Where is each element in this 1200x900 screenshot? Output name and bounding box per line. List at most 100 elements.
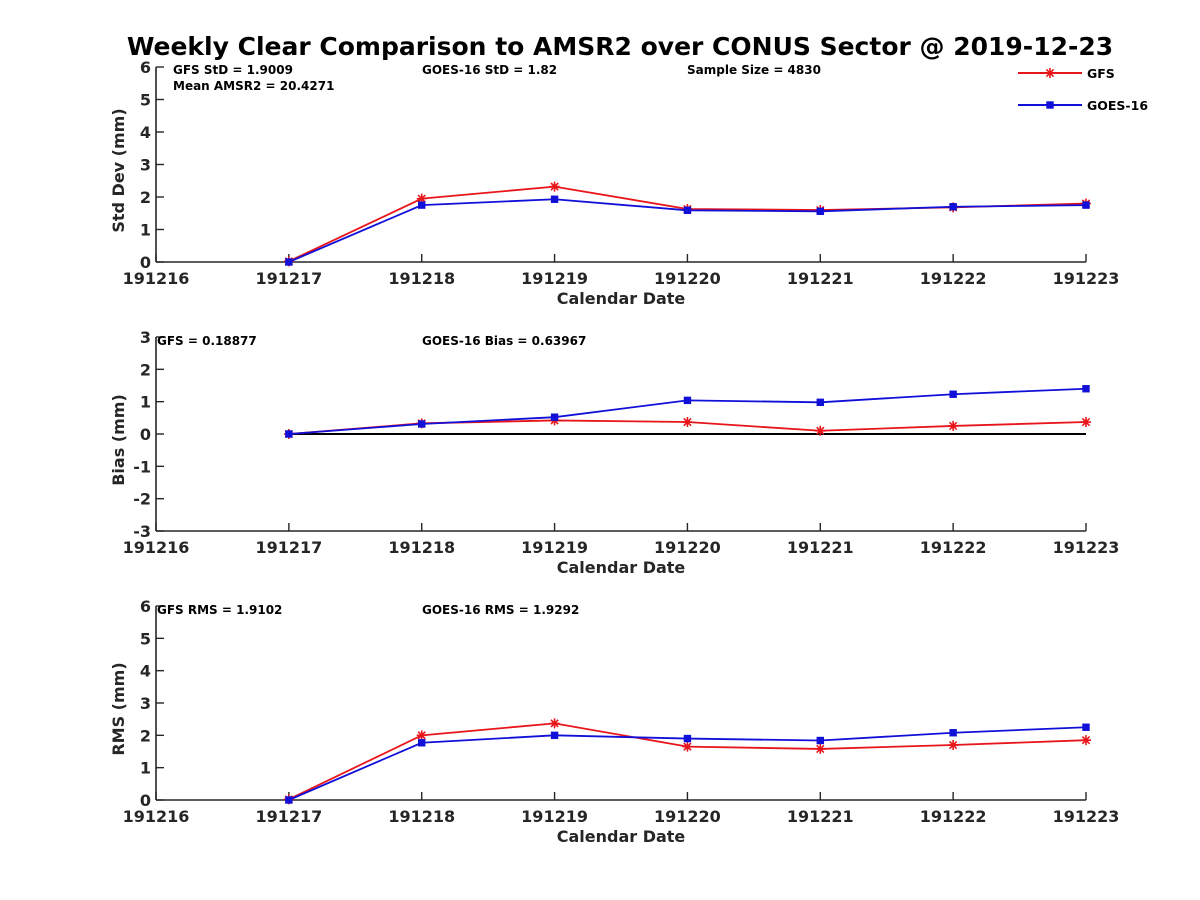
data-point-gfs [416,193,427,204]
point-marker-goes16 [683,206,692,215]
x-tick-label: 191216 [123,807,190,826]
legend-item-gfs: GFS [1018,66,1115,81]
x-axis-label: Calendar Date [557,558,686,577]
point-marker-goes16 [418,420,426,428]
series-line-goes16 [288,387,1087,435]
x-tick-label: 191222 [920,807,987,826]
y-tick-label: 1 [140,759,151,778]
point-marker-goes16 [816,736,824,745]
y-tick-label: 6 [140,597,151,616]
point-marker-goes16 [949,390,957,398]
y-tick-label: 3 [140,328,151,347]
series-line-gfs [288,722,1087,801]
point-marker-goes16 [285,430,293,438]
y-tick-label: 2 [140,188,151,207]
point-marker-goes16 [1082,201,1090,209]
y-tick-label: -2 [133,490,151,509]
legend: GFS GOES-16 [1018,66,1148,113]
data-point-goes16 [683,734,692,743]
y-tick-label: 6 [140,58,151,77]
x-tick-label: 191217 [255,807,322,826]
data-point-goes16 [949,203,957,211]
legend-item-goes16: GOES-16 [1018,98,1148,113]
data-point-goes16 [816,736,824,745]
data-point-goes16 [1082,723,1090,731]
point-marker-goes16 [285,258,293,266]
stat-annotation: GOES-16 RMS = 1.9292 [422,603,579,617]
x-tick-label: 191219 [521,807,588,826]
y-tick-label: 1 [140,221,151,240]
x-tick-label: 191223 [1053,269,1120,288]
point-marker-goes16 [285,796,293,804]
x-tick-label: 191223 [1053,807,1120,826]
data-point-goes16 [550,413,559,421]
data-point-goes16 [1082,201,1090,209]
y-tick-label: 1 [140,393,151,412]
data-point-goes16 [949,729,957,737]
panel-1: 0 1 2 3 4 5 6 191216 191217 191218 191219 191220 191… [109,58,1119,308]
point-marker-gfs [1081,417,1091,428]
y-tick-label: -3 [133,522,151,541]
x-axis-label: Calendar Date [557,827,686,846]
x-tick-label: 191218 [388,807,455,826]
x-tick-label: 191219 [521,269,588,288]
point-marker-gfs [682,741,693,752]
x-tick-label: 191216 [123,538,190,557]
y-tick-label: 2 [140,726,151,745]
x-tick-label: 191220 [654,269,721,288]
stat-annotation: GFS RMS = 1.9102 [157,603,282,617]
legend-marker-symbol [1045,68,1055,78]
x-tick-label: 191221 [787,538,854,557]
data-point-goes16 [550,195,559,203]
data-point-goes16 [285,796,293,804]
data-point-gfs [948,740,959,751]
x-tick-label: 191219 [521,538,588,557]
data-point-gfs [682,417,693,428]
y-tick-label: 0 [140,791,151,810]
data-point-gfs [1081,735,1091,746]
data-point-gfs [549,181,560,192]
point-marker-goes16 [949,729,957,737]
chart-title: Weekly Clear Comparison to AMSR2 over CO… [127,32,1113,61]
data-point-gfs [815,425,826,436]
point-marker-goes16 [550,731,559,740]
y-axis-label: RMS (mm) [109,662,128,755]
data-point-goes16 [418,420,426,428]
data-point-goes16 [1082,385,1090,393]
x-tick-label: 191218 [388,538,455,557]
y-tick-label: 0 [140,425,151,444]
series-line-gfs [288,185,1087,263]
point-marker-goes16 [683,734,692,743]
legend-marker-symbol [1046,101,1054,109]
data-point-gfs [549,718,560,729]
data-point-goes16 [683,206,692,215]
stat-annotation: Mean AMSR2 = 20.4271 [173,79,334,93]
legend-marker-goes16 [1046,101,1054,109]
point-marker-goes16 [1082,723,1090,731]
point-marker-goes16 [949,203,957,211]
panel-2: -3 -2 -1 0 1 2 3 191216 191217 191218 191219 191220… [109,328,1119,577]
point-marker-goes16 [418,739,426,747]
stat-annotation: GFS = 0.18877 [157,334,257,348]
panel-3: 0 1 2 3 4 5 6 191216 191217 191218 191219 191220 191… [109,597,1119,846]
y-tick-label: -1 [133,457,151,476]
y-tick-label: 0 [140,253,151,272]
legend-marker-gfs [1045,68,1055,78]
y-axis-label: Bias (mm) [109,394,128,486]
x-tick-label: 191220 [654,538,721,557]
legend-label-gfs: GFS [1087,66,1115,81]
y-axis-label: Std Dev (mm) [109,108,128,232]
y-tick-label: 5 [140,629,151,648]
data-point-gfs [948,420,959,431]
y-tick-label: 4 [140,662,151,681]
data-point-gfs [416,730,427,741]
point-marker-goes16 [816,398,824,407]
x-tick-label: 191217 [255,269,322,288]
x-tick-label: 191220 [654,807,721,826]
y-tick-label: 4 [140,123,151,142]
data-point-goes16 [285,430,293,438]
x-tick-label: 191222 [920,538,987,557]
data-point-goes16 [418,201,426,209]
point-marker-gfs [682,417,693,428]
